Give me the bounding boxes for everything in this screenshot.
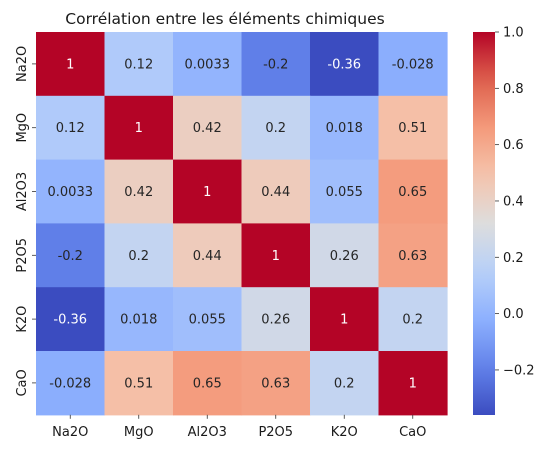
y-axis: Na2O MgO Al2O3 P2O5 K2O CaO <box>15 46 36 397</box>
x-tick-label: P2O5 <box>258 425 293 440</box>
heatmap-cell-cao-k2o <box>310 351 380 416</box>
heatmap-cell-k2o-na2o <box>36 287 106 352</box>
cell-value-label: 0.018 <box>326 121 363 136</box>
heatmap-cell-p2o5-p2o5 <box>241 223 311 288</box>
colorbar-tick-label: −0.2 <box>503 363 535 378</box>
cell-value-label: 0.0033 <box>48 185 94 200</box>
cell-value-label: 0.44 <box>193 249 222 264</box>
heatmap-cell-al2o3-al2o3 <box>173 159 243 224</box>
y-tick-label: Al2O3 <box>15 172 30 211</box>
cell-value-label: 0.42 <box>193 121 222 136</box>
heatmap-cell-mgo-na2o <box>36 95 106 161</box>
heatmap-cell-p2o5-al2o3 <box>173 223 243 288</box>
cell-value-label: -0.2 <box>58 249 83 264</box>
x-tick-label: K2O <box>331 425 358 440</box>
x-tick-label: MgO <box>124 425 154 440</box>
colorbar-tick-label: 1.0 <box>503 26 524 41</box>
cell-value-label: 0.65 <box>193 376 222 391</box>
heatmap-cell-k2o-cao <box>378 287 448 352</box>
heatmap-cell-na2o-na2o <box>36 32 106 97</box>
heatmap-cell-mgo-al2o3 <box>173 95 243 161</box>
heatmap-cell-p2o5-k2o <box>310 223 380 288</box>
chart-title: Corrélation entre les éléments chimiques <box>65 10 384 28</box>
x-axis: Na2O MgO Al2O3 P2O5 K2O CaO <box>52 414 426 440</box>
colorbar-tick-label: 0.8 <box>503 82 524 97</box>
heatmap-cell-al2o3-mgo <box>104 159 174 224</box>
heatmap-cell-p2o5-cao <box>378 223 448 288</box>
cell-value-label: 1 <box>135 121 143 136</box>
heatmap-cell-al2o3-k2o <box>310 159 380 224</box>
x-tick-label: Al2O3 <box>188 425 227 440</box>
cell-value-label: 1 <box>340 313 348 328</box>
heatmap-cell-k2o-al2o3 <box>173 287 243 352</box>
heatmap-cell-k2o-k2o <box>310 287 380 352</box>
cell-value-label: 0.2 <box>334 376 355 391</box>
cell-value-label: 0.2 <box>128 249 149 264</box>
cell-value-label: 0.018 <box>120 313 157 328</box>
cell-value-label: 0.51 <box>124 376 153 391</box>
cell-value-label: 0.2 <box>265 121 286 136</box>
cell-value-label: -0.36 <box>53 313 87 328</box>
cell-value-label: -0.028 <box>392 57 434 72</box>
x-tick-label: CaO <box>399 425 426 440</box>
heatmap-cell-p2o5-na2o <box>36 223 106 288</box>
cell-value-label: -0.36 <box>327 57 361 72</box>
heatmap-cell-na2o-k2o <box>310 32 380 97</box>
heatmap-cell-p2o5-mgo <box>104 223 174 288</box>
cell-value-label: 0.0033 <box>185 57 231 72</box>
colorbar-tick-label: 0.4 <box>503 194 524 209</box>
heatmap-cells: 1 0.12 0.0033 -0.2 -0.36 -0.028 0.12 1 0.42 0.2 0.… <box>36 32 448 416</box>
cell-value-label: 0.65 <box>398 185 427 200</box>
y-tick-label: MgO <box>15 113 30 143</box>
y-tick-label: Na2O <box>15 46 30 82</box>
cell-value-label: 0.51 <box>398 121 427 136</box>
cell-value-label: 0.2 <box>402 313 423 328</box>
heatmap-cell-cao-al2o3 <box>173 351 243 416</box>
heatmap-cell-k2o-p2o5 <box>241 287 311 352</box>
x-tick-label: Na2O <box>52 425 88 440</box>
y-tick-label: CaO <box>15 369 30 396</box>
cell-value-label: 1 <box>272 249 280 264</box>
cell-value-label: 1 <box>409 376 417 391</box>
cell-value-label: 0.26 <box>330 249 359 264</box>
heatmap-cell-na2o-mgo <box>104 32 174 97</box>
heatmap-cell-mgo-cao <box>378 95 448 161</box>
cell-value-label: 0.12 <box>124 57 153 72</box>
heatmap-cell-cao-na2o <box>36 351 106 416</box>
cell-value-label: 0.26 <box>261 313 290 328</box>
colorbar: 1.0 0.8 0.6 0.4 0.2 0.0 −0.2 <box>473 26 535 415</box>
heatmap-cell-k2o-mgo <box>104 287 174 352</box>
cell-value-label: -0.028 <box>49 376 91 391</box>
heatmap-cell-na2o-p2o5 <box>241 32 311 97</box>
heatmap-cell-al2o3-p2o5 <box>241 159 311 224</box>
heatmap-cell-mgo-p2o5 <box>241 95 311 161</box>
colorbar-tick-label: 0.2 <box>503 251 524 266</box>
heatmap-cell-na2o-al2o3 <box>173 32 243 97</box>
heatmap-cell-mgo-mgo <box>104 95 174 161</box>
heatmap-cell-al2o3-na2o <box>36 159 106 224</box>
heatmap-cell-cao-cao <box>378 351 448 416</box>
colorbar-tick-label: 0.0 <box>503 307 524 322</box>
heatmap-cell-cao-mgo <box>104 351 174 416</box>
cell-value-label: 0.44 <box>261 185 290 200</box>
colorbar-gradient <box>473 32 495 415</box>
heatmap-cell-mgo-k2o <box>310 95 380 161</box>
heatmap-cell-na2o-cao <box>378 32 448 97</box>
cell-value-label: 1 <box>66 57 74 72</box>
cell-value-label: 0.63 <box>261 376 290 391</box>
heatmap-cell-al2o3-cao <box>378 159 448 224</box>
colorbar-tick-label: 0.6 <box>503 138 524 153</box>
heatmap-cell-cao-p2o5 <box>241 351 311 416</box>
cell-value-label: 0.42 <box>124 185 153 200</box>
cell-value-label: 1 <box>203 185 211 200</box>
cell-value-label: 0.12 <box>56 121 85 136</box>
cell-value-label: 0.63 <box>398 249 427 264</box>
cell-value-label: 0.055 <box>326 185 363 200</box>
cell-value-label: -0.2 <box>263 57 288 72</box>
cell-value-label: 0.055 <box>189 313 226 328</box>
y-tick-label: P2O5 <box>15 238 30 273</box>
y-tick-label: K2O <box>15 306 30 333</box>
